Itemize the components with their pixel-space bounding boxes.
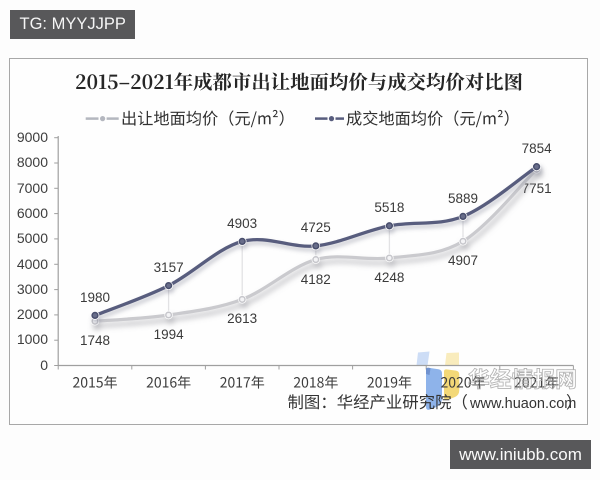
- svg-text:www.huaon.com: www.huaon.com: [469, 396, 576, 412]
